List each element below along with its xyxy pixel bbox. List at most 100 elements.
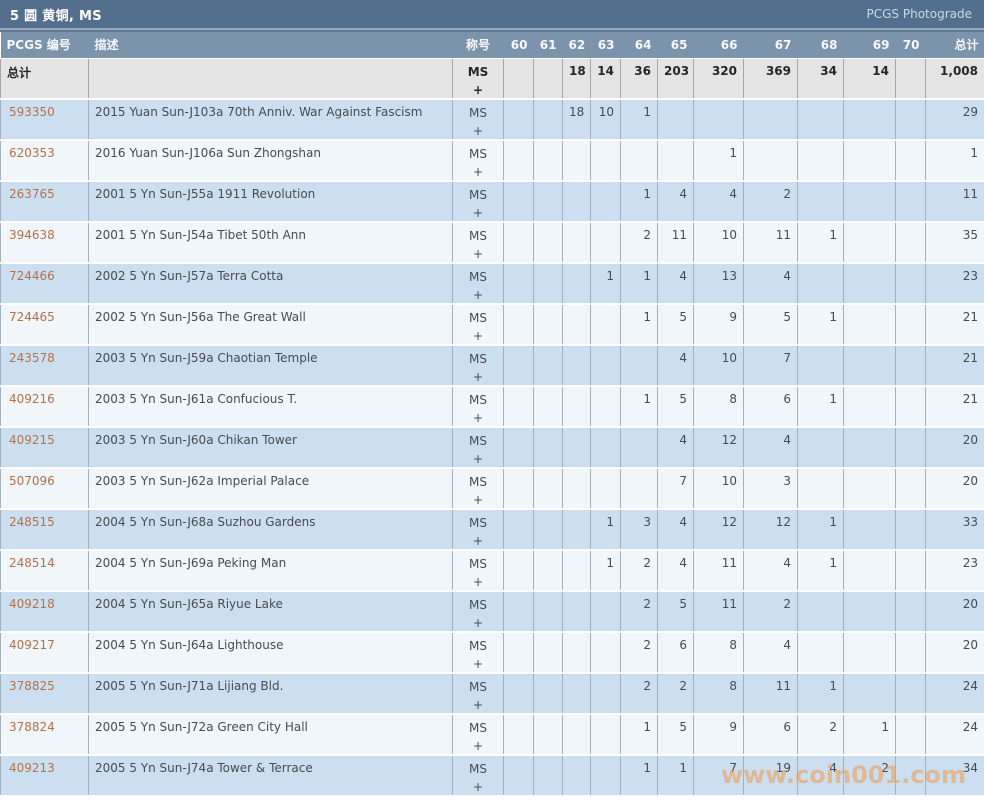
- pcgs-number-link[interactable]: 724466: [9, 268, 55, 283]
- grade-count-cell: 1: [620, 754, 658, 797]
- grade-count-cell: [533, 754, 563, 797]
- grade-count-cell: 8: [693, 672, 744, 715]
- designation-plus-label: +: [472, 451, 484, 466]
- designation-plus-label: +: [472, 656, 484, 671]
- grade-count-cell: [895, 590, 926, 633]
- designation-ms-label: MS: [469, 351, 487, 366]
- grade-count-cell: 2: [620, 549, 658, 592]
- grade-count-cell: [503, 467, 534, 510]
- totals-label: 总计: [0, 58, 89, 100]
- pcgs-number-cell: 409215: [0, 426, 89, 469]
- totals-grade-count: 203: [657, 58, 694, 100]
- grade-count-cell: 10: [693, 344, 744, 387]
- grade-count-cell: [620, 426, 658, 469]
- grade-count-cell: [503, 672, 534, 715]
- grade-count-cell: [503, 549, 534, 592]
- pcgs-number-link[interactable]: 248514: [9, 555, 55, 570]
- grade-count-cell: [503, 303, 534, 346]
- pcgs-number-link[interactable]: 593350: [9, 104, 55, 119]
- pcgs-number-link[interactable]: 724465: [9, 309, 55, 324]
- pcgs-number-link[interactable]: 507096: [9, 473, 55, 488]
- grade-count-cell: 2: [620, 221, 658, 264]
- column-header-grade: 63: [590, 32, 621, 59]
- designation-cell: MS +: [452, 426, 504, 469]
- pcgs-number-link[interactable]: 409218: [9, 596, 55, 611]
- grade-count-cell: 6: [743, 385, 798, 428]
- grade-count-cell: 5: [657, 713, 694, 756]
- totals-grade-count: 34: [797, 58, 844, 100]
- grade-count-cell: [895, 631, 926, 674]
- column-header-grade: 66: [693, 32, 744, 59]
- grade-count-cell: 1: [797, 303, 844, 346]
- designation-cell: MS +: [452, 467, 504, 510]
- grade-count-cell: [895, 180, 926, 223]
- column-header-grade: 61: [533, 32, 563, 59]
- table-row: 507096 2003 5 Yn Sun-J62a Imperial Palace…: [0, 467, 984, 510]
- grade-count-cell: [590, 221, 621, 264]
- grade-count-cell: [590, 385, 621, 428]
- grade-count-cell: [693, 98, 744, 141]
- designation-plus-label: +: [472, 738, 484, 753]
- pcgs-number-link[interactable]: 378825: [9, 678, 55, 693]
- grade-count-cell: [843, 262, 896, 305]
- pcgs-number-cell: 724465: [0, 303, 89, 346]
- totals-grade-count: [533, 58, 563, 100]
- pcgs-number-link[interactable]: 243578: [9, 350, 55, 365]
- grade-count-cell: [590, 426, 621, 469]
- grade-count-cell: 4: [657, 549, 694, 592]
- pcgs-number-link[interactable]: 248515: [9, 514, 55, 529]
- grade-count-cell: 4: [657, 262, 694, 305]
- pcgs-number-link[interactable]: 409213: [9, 760, 55, 775]
- pcgs-number-cell: 507096: [0, 467, 89, 510]
- grade-count-cell: 12: [693, 508, 744, 551]
- grade-count-cell: [843, 549, 896, 592]
- grade-count-cell: 1: [620, 385, 658, 428]
- pcgs-number-link[interactable]: 263765: [9, 186, 55, 201]
- row-total-cell: 23: [925, 549, 984, 592]
- pcgs-photograde-link[interactable]: PCGS Photograde: [866, 7, 972, 21]
- grade-count-cell: [533, 467, 563, 510]
- grade-count-cell: [562, 508, 591, 551]
- designation-plus-label: +: [472, 328, 484, 343]
- column-header-grade: 64: [620, 32, 658, 59]
- row-total-cell: 21: [925, 303, 984, 346]
- pcgs-number-cell: 243578: [0, 344, 89, 387]
- grade-count-cell: [503, 385, 534, 428]
- designation-cell: MS +: [452, 303, 504, 346]
- pcgs-number-link[interactable]: 394638: [9, 227, 55, 242]
- pcgs-number-link[interactable]: 409217: [9, 637, 55, 652]
- pcgs-number-link[interactable]: 378824: [9, 719, 55, 734]
- designation-plus-label: +: [472, 287, 484, 302]
- grade-count-cell: 19: [743, 754, 798, 797]
- grade-count-cell: [503, 344, 534, 387]
- grade-count-cell: [843, 344, 896, 387]
- pcgs-number-link[interactable]: 409215: [9, 432, 55, 447]
- grade-count-cell: [533, 713, 563, 756]
- pcgs-number-link[interactable]: 620353: [9, 145, 55, 160]
- table-row: 248514 2004 5 Yn Sun-J69a Peking Man MS +1 2…: [0, 549, 984, 592]
- column-header-grade: 65: [657, 32, 694, 59]
- pcgs-number-cell: 724466: [0, 262, 89, 305]
- designation-plus-label: +: [472, 205, 484, 220]
- grade-count-cell: 10: [693, 221, 744, 264]
- grade-count-cell: [533, 344, 563, 387]
- grade-count-cell: [843, 590, 896, 633]
- coin-description: 2005 5 Yn Sun-J74a Tower & Terrace: [88, 754, 453, 797]
- table-body: 总计 MS + 18 14 36 203 320 369 34 14 1,008 593350 2…: [0, 58, 984, 797]
- pcgs-number-cell: 593350: [0, 98, 89, 141]
- designation-cell: MS +: [452, 672, 504, 715]
- grade-count-cell: [895, 262, 926, 305]
- designation-cell: MS +: [452, 549, 504, 592]
- grade-count-cell: [797, 139, 844, 182]
- grade-count-cell: [590, 631, 621, 674]
- grade-count-cell: 3: [620, 508, 658, 551]
- grade-count-cell: [562, 590, 591, 633]
- designation-cell: MS +: [452, 754, 504, 797]
- table-row: 378824 2005 5 Yn Sun-J72a Green City Hall…: [0, 713, 984, 756]
- grade-count-cell: 4: [657, 344, 694, 387]
- coin-description: 2001 5 Yn Sun-J55a 1911 Revolution: [88, 180, 453, 223]
- grade-count-cell: [843, 508, 896, 551]
- grade-count-cell: [533, 98, 563, 141]
- coin-description: 2003 5 Yn Sun-J61a Confucious T.: [88, 385, 453, 428]
- pcgs-number-link[interactable]: 409216: [9, 391, 55, 406]
